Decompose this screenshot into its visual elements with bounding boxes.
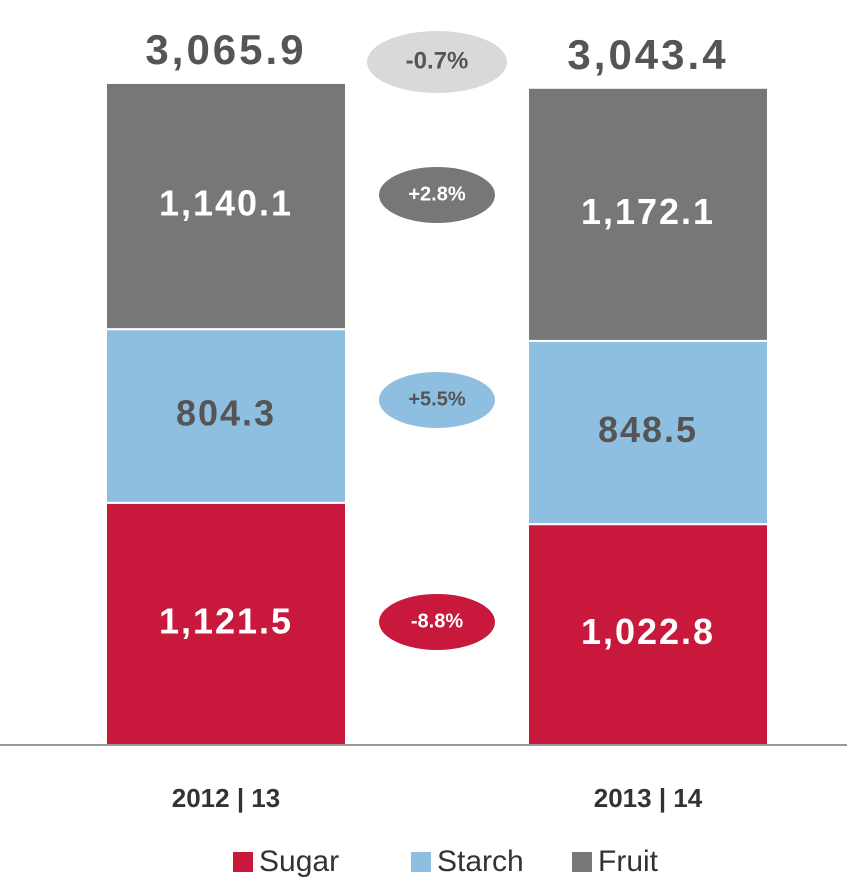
- value-label: 1,121.5: [159, 600, 293, 641]
- change-pill: [379, 167, 495, 223]
- bar-segment: [527, 523, 769, 747]
- bar-segment: [105, 328, 347, 504]
- legend-swatch: [233, 852, 253, 872]
- change-label: +2.8%: [408, 183, 465, 205]
- total-change-pill: [367, 31, 507, 93]
- legend-swatch: [411, 852, 431, 872]
- category-label: 2012 | 13: [172, 783, 280, 813]
- legend-label: Fruit: [598, 845, 659, 878]
- change-label: -8.8%: [411, 610, 463, 632]
- bar-segment: [105, 501, 347, 746]
- value-label: 848.5: [598, 409, 698, 450]
- bar-segment: [527, 339, 769, 526]
- category-label: 2013 | 14: [594, 783, 703, 813]
- value-label: 1,172.1: [581, 191, 715, 232]
- change-pill: [379, 372, 495, 428]
- total-change-label: -0.7%: [406, 47, 469, 74]
- bar-segment: [527, 86, 769, 342]
- value-label: 1,022.8: [581, 611, 715, 652]
- change-label: +5.5%: [408, 388, 465, 410]
- total-label: 3,043.4: [567, 31, 728, 78]
- value-label: 804.3: [176, 392, 276, 433]
- legend-label: Sugar: [259, 845, 339, 878]
- legend-swatch: [572, 852, 592, 872]
- bar-segment: [105, 81, 347, 331]
- value-label: 1,140.1: [159, 183, 293, 224]
- legend-label: Starch: [437, 845, 524, 878]
- change-pill: [379, 594, 495, 650]
- total-label: 3,065.9: [145, 26, 306, 73]
